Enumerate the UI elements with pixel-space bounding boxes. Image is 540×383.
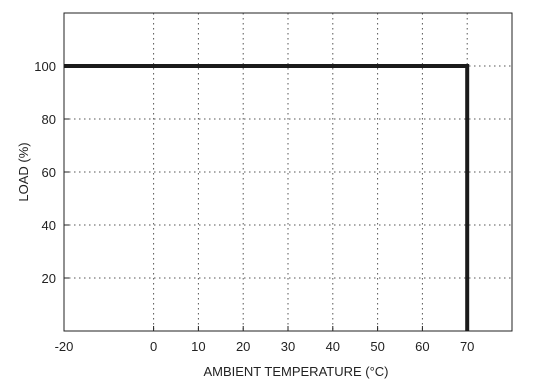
x-tick-label: 10 <box>191 339 205 354</box>
x-tick-label: 70 <box>460 339 474 354</box>
x-tick-label: -20 <box>55 339 74 354</box>
y-tick-label: 100 <box>34 59 56 74</box>
y-tick-label: 20 <box>42 271 56 286</box>
axis-ticks: -20 0 10 20 30 40 50 60 70 20 40 60 80 100 <box>34 59 474 354</box>
load-derating-line <box>64 64 470 331</box>
x-tick-label: 0 <box>150 339 157 354</box>
x-tick-label: 20 <box>236 339 250 354</box>
y-axis-label: LOAD (%) <box>16 142 31 201</box>
x-tick-label: 60 <box>415 339 429 354</box>
grid <box>64 13 512 331</box>
y-tick-label: 40 <box>42 218 56 233</box>
series <box>64 64 470 331</box>
y-tick-label: 80 <box>42 112 56 127</box>
y-tick-label: 60 <box>42 165 56 180</box>
x-tick-label: 40 <box>326 339 340 354</box>
x-tick-label: 30 <box>281 339 295 354</box>
x-axis-label: AMBIENT TEMPERATURE (°C) <box>203 364 388 379</box>
x-tick-label: 50 <box>370 339 384 354</box>
